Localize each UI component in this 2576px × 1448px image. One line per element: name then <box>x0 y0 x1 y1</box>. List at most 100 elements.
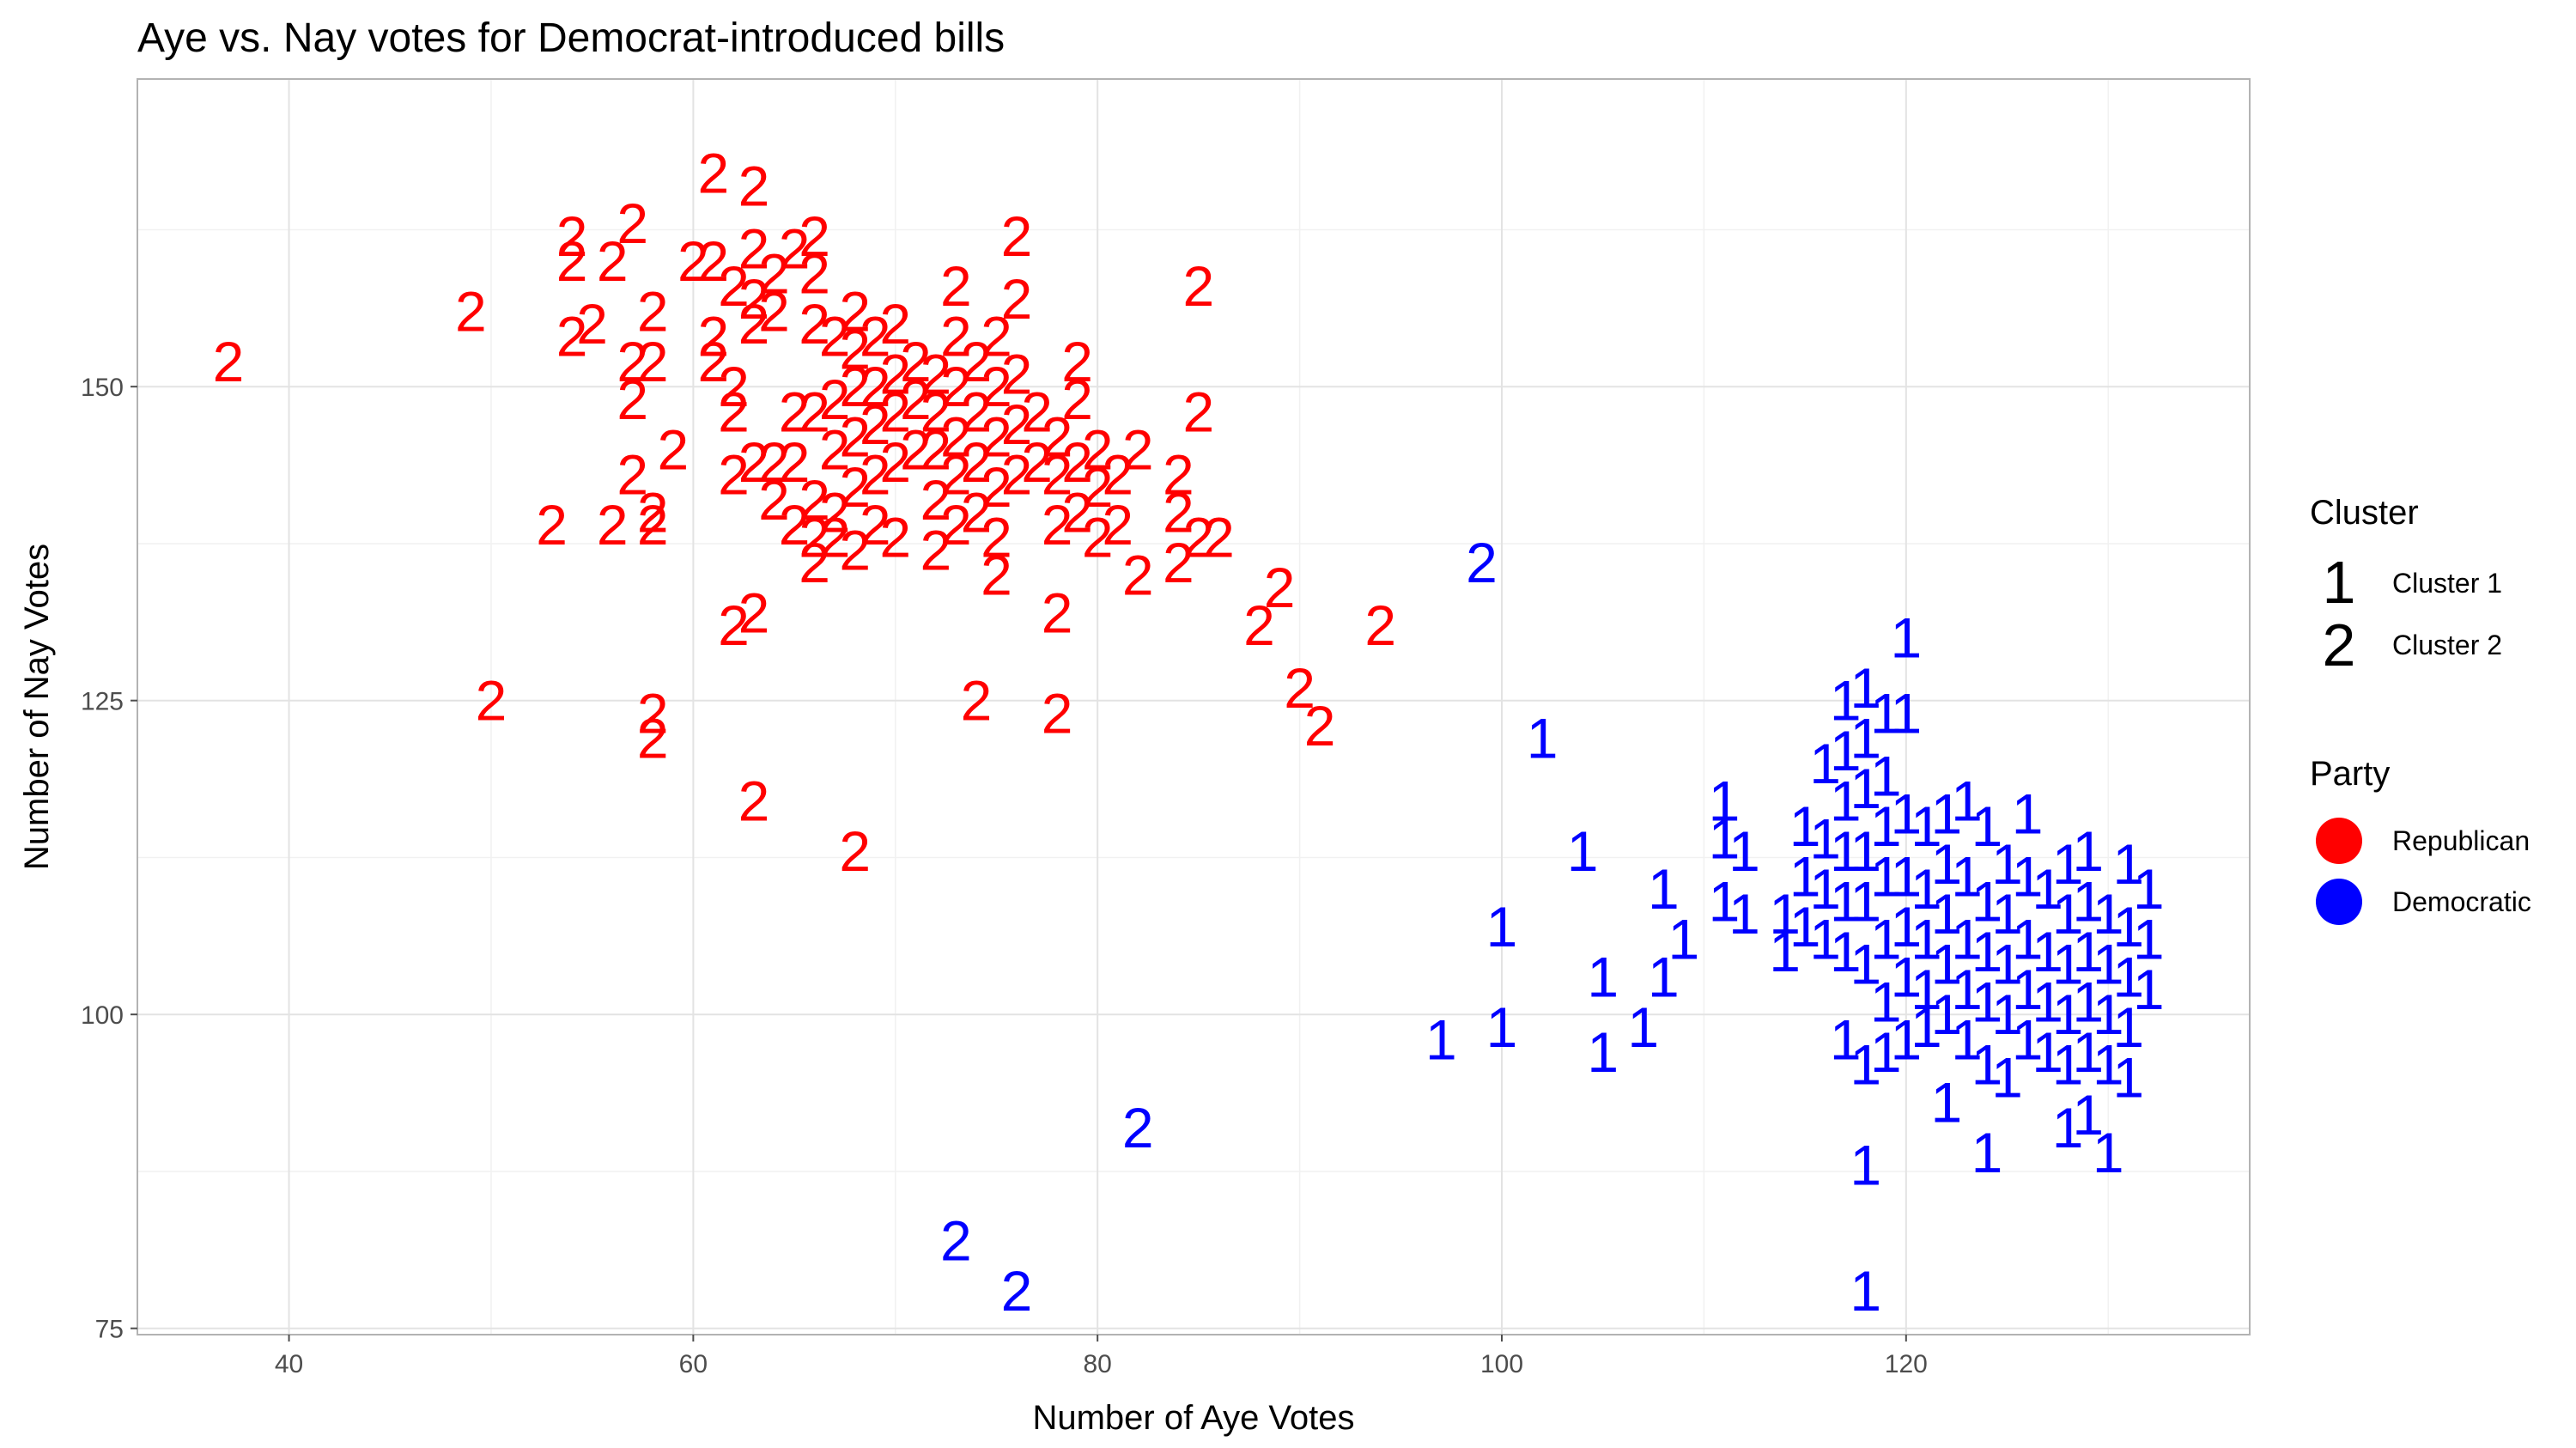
data-point-cluster-2: 2 <box>900 368 932 431</box>
data-point-cluster-1: 1 <box>2112 895 2144 958</box>
data-point-cluster-2: 2 <box>920 518 951 581</box>
data-point-cluster-2: 2 <box>1001 443 1033 507</box>
data-point-cluster-2: 2 <box>718 380 750 443</box>
data-point-cluster-1: 1 <box>1911 958 1942 1021</box>
data-point-cluster-1: 1 <box>1587 1020 1619 1084</box>
data-point-cluster-2: 2 <box>779 216 811 280</box>
data-point-cluster-2: 2 <box>213 330 245 393</box>
data-point-cluster-2: 2 <box>860 392 891 456</box>
data-point-cluster-2: 2 <box>799 242 830 306</box>
y-tick-label: 100 <box>81 1001 124 1030</box>
data-point-cluster-1: 1 <box>1850 1259 1881 1323</box>
data-point-cluster-1: 1 <box>1809 732 1841 795</box>
data-point-cluster-2: 2 <box>637 480 669 544</box>
data-point-cluster-1: 1 <box>2052 1096 2084 1159</box>
data-point-cluster-2: 2 <box>1102 493 1133 557</box>
data-point-cluster-2: 2 <box>758 468 790 532</box>
data-point-cluster-1: 1 <box>1971 970 2003 1034</box>
data-point-cluster-1: 1 <box>1931 782 1963 845</box>
data-point-cluster-2: 2 <box>476 669 507 733</box>
data-point-cluster-2: 2 <box>879 380 911 443</box>
data-point-cluster-2: 2 <box>1183 254 1215 318</box>
data-point-cluster-2: 2 <box>819 305 851 368</box>
data-point-cluster-2: 2 <box>1243 593 1275 657</box>
data-point-cluster-1: 1 <box>1870 744 1902 807</box>
y-tick-label: 125 <box>81 688 124 716</box>
data-point-cluster-1: 1 <box>1486 995 1518 1059</box>
data-point-cluster-1: 1 <box>1931 933 1963 996</box>
data-point-cluster-2: 2 <box>657 417 689 481</box>
minor-gridlines <box>137 79 2250 1335</box>
data-point-cluster-1: 1 <box>1709 807 1741 871</box>
data-point-cluster-1: 1 <box>2052 933 2084 996</box>
data-point-cluster-1: 1 <box>1870 681 1902 745</box>
data-point-cluster-1: 1 <box>2093 882 2124 946</box>
data-point-cluster-2: 2 <box>617 368 648 431</box>
y-axis-title: Number of Nay Votes <box>18 544 56 870</box>
data-point-cluster-2: 2 <box>597 229 629 293</box>
data-point-cluster-2: 2 <box>981 355 1012 418</box>
data-point-cluster-1: 1 <box>1425 1007 1457 1071</box>
data-point-cluster-1: 1 <box>2012 958 2044 1021</box>
data-point-cluster-1: 1 <box>1951 1007 1983 1071</box>
data-point-cluster-1: 1 <box>2093 1121 2124 1184</box>
data-point-cluster-2: 2 <box>1183 506 1215 569</box>
data-point-cluster-1: 1 <box>2032 857 2063 921</box>
data-point-cluster-2: 2 <box>1183 380 1215 443</box>
data-point-cluster-2: 2 <box>1364 593 1396 657</box>
data-point-cluster-2: 2 <box>940 305 972 368</box>
data-point-cluster-2: 2 <box>819 480 851 544</box>
data-point-cluster-2: 2 <box>637 330 669 393</box>
data-point-cluster-2: 2 <box>1061 430 1093 494</box>
legend-democratic-label: Democratic <box>2392 886 2531 917</box>
data-point-cluster-1: 1 <box>2072 870 2104 934</box>
data-point-cluster-1: 1 <box>1850 1134 1881 1197</box>
data-point-cluster-2: 2 <box>1163 531 1194 594</box>
data-point-cluster-1: 1 <box>1991 832 2023 896</box>
data-point-cluster-2: 2 <box>981 305 1012 368</box>
data-point-cluster-1: 1 <box>1789 895 1821 958</box>
data-point-cluster-2: 2 <box>738 581 770 644</box>
data-point-cluster-1: 1 <box>2072 1083 2104 1147</box>
data-point-cluster-1: 1 <box>2052 832 2084 896</box>
data-point-cluster-1: 1 <box>1991 882 2023 946</box>
data-point-cluster-1: 1 <box>1931 1071 1963 1135</box>
data-point-cluster-2: 2 <box>1061 480 1093 544</box>
data-point-cluster-2: 2 <box>860 305 891 368</box>
data-point-cluster-2: 2 <box>718 355 750 418</box>
data-point-cluster-2: 2 <box>981 455 1012 519</box>
legend-republican-swatch <box>2316 818 2362 864</box>
x-tick-label: 80 <box>1083 1350 1111 1378</box>
data-point-cluster-2: 2 <box>839 317 871 380</box>
data-point-cluster-2: 2 <box>617 443 648 507</box>
data-point-cluster-2: 2 <box>779 430 811 494</box>
data-point-cluster-2: 2 <box>819 368 851 431</box>
data-point-cluster-1: 1 <box>2093 1033 2124 1097</box>
data-point-cluster-1: 1 <box>1870 907 1902 970</box>
data-point-cluster-2: 2 <box>718 593 750 657</box>
data-point-cluster-1: 1 <box>1991 1045 2023 1109</box>
data-point-cluster-1: 1 <box>2072 1020 2104 1084</box>
data-point-cluster-1: 1 <box>1709 770 1741 833</box>
data-point-cluster-1: 1 <box>2112 832 2144 896</box>
data-point-cluster-2: 2 <box>819 506 851 569</box>
data-point-cluster-2: 2 <box>940 355 972 418</box>
data-point-cluster-2: 2 <box>819 417 851 481</box>
data-point-cluster-2: 2 <box>1163 443 1194 507</box>
data-point-cluster-1: 1 <box>2072 819 2104 883</box>
data-point-cluster-2: 2 <box>1042 681 1073 745</box>
data-point-cluster-1: 1 <box>1931 832 1963 896</box>
data-point-cluster-2: 2 <box>1264 556 1296 619</box>
data-point-cluster-2: 2 <box>617 330 648 393</box>
data-point-cluster-2: 2 <box>799 380 830 443</box>
data-point-cluster-1: 1 <box>1890 895 1922 958</box>
data-point-cluster-1: 1 <box>2112 945 2144 1008</box>
data-point-cluster-2: 2 <box>556 229 588 293</box>
data-point-cluster-1: 1 <box>1789 844 1821 908</box>
data-point-cluster-2: 2 <box>799 292 830 356</box>
data-point-cluster-1: 1 <box>1971 1121 2003 1184</box>
data-point-cluster-2: 2 <box>536 493 568 557</box>
data-point-cluster-2: 2 <box>1042 581 1073 644</box>
data-point-cluster-2: 2 <box>879 343 911 406</box>
